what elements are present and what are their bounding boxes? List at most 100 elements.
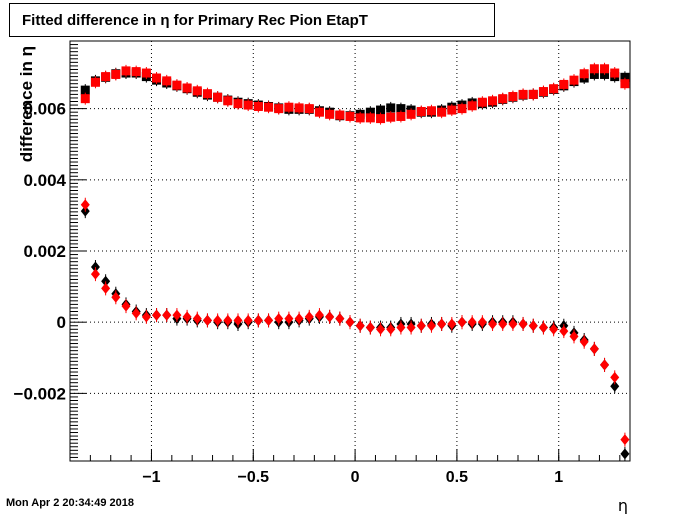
square-marker xyxy=(355,113,365,123)
square-marker xyxy=(396,111,406,121)
diamond-marker xyxy=(610,371,620,383)
square-marker xyxy=(253,101,263,111)
diamond-marker xyxy=(264,314,274,326)
diamond-marker xyxy=(620,448,630,460)
square-marker xyxy=(294,103,304,113)
diamond-marker xyxy=(396,322,406,334)
square-marker xyxy=(111,69,121,79)
square-marker xyxy=(569,75,579,85)
diamond-marker xyxy=(162,309,172,321)
diamond-marker xyxy=(365,322,375,334)
y-tick-label: 0.004 xyxy=(23,171,66,190)
square-marker xyxy=(121,66,131,76)
diamond-marker xyxy=(304,311,314,323)
square-marker xyxy=(101,72,111,82)
diamond-marker xyxy=(355,320,365,332)
diamond-marker xyxy=(141,311,151,323)
diamond-marker xyxy=(467,316,477,328)
square-marker xyxy=(335,110,345,120)
square-marker xyxy=(325,109,335,119)
diamond-marker xyxy=(600,359,610,371)
diamond-marker xyxy=(101,282,111,294)
square-marker xyxy=(559,79,569,89)
diamond-marker xyxy=(447,318,457,330)
diamond-marker xyxy=(477,316,487,328)
diamond-marker xyxy=(202,314,212,326)
diamond-marker xyxy=(253,314,263,326)
square-marker xyxy=(508,92,518,102)
diamond-marker xyxy=(90,261,100,273)
y-tick-label: 0.002 xyxy=(23,242,66,261)
diamond-marker xyxy=(386,323,396,335)
diamond-marker xyxy=(345,316,355,328)
data-markers xyxy=(80,62,630,461)
diamond-marker xyxy=(559,325,569,337)
diamond-marker xyxy=(90,268,100,280)
diamond-marker xyxy=(335,313,345,325)
diamond-marker xyxy=(80,199,90,211)
square-marker xyxy=(549,84,559,94)
y-axis-label: difference in η xyxy=(17,46,36,162)
square-marker xyxy=(406,109,416,119)
square-marker xyxy=(131,67,141,77)
y-tick-label: 0.006 xyxy=(23,100,66,119)
y-tick-label: −0.002 xyxy=(14,384,66,403)
square-marker xyxy=(345,111,355,121)
diamond-marker xyxy=(416,320,426,332)
chart-title: Fitted difference in η for Primary Rec P… xyxy=(22,12,368,29)
square-marker xyxy=(416,106,426,116)
diamond-marker xyxy=(528,320,538,332)
square-marker xyxy=(152,73,162,83)
square-marker xyxy=(488,96,498,106)
square-marker xyxy=(426,106,436,116)
diamond-marker xyxy=(376,323,386,335)
diamond-marker xyxy=(426,320,436,332)
diamond-marker xyxy=(620,434,630,446)
diamond-marker xyxy=(508,318,518,330)
square-marker xyxy=(162,76,172,86)
square-marker xyxy=(610,68,620,78)
square-marker xyxy=(172,80,182,90)
diamond-marker xyxy=(172,309,182,321)
x-tick-label: −0.5 xyxy=(237,469,269,486)
diamond-marker xyxy=(192,313,202,325)
square-marker xyxy=(376,114,386,124)
x-tick-label: 0.5 xyxy=(446,469,468,486)
square-marker xyxy=(365,113,375,123)
square-marker xyxy=(386,112,396,122)
tick-labels: −1 −0.5 0 0.5 1 −0.002 0 0.002 0.004 0.006 xyxy=(14,100,564,486)
square-marker xyxy=(437,107,447,117)
diamond-marker xyxy=(152,309,162,321)
square-marker xyxy=(90,77,100,87)
diamond-marker xyxy=(498,318,508,330)
square-marker xyxy=(304,104,314,114)
square-marker xyxy=(274,104,284,114)
diamond-marker xyxy=(437,318,447,330)
diamond-marker xyxy=(243,314,253,326)
square-marker xyxy=(467,101,477,111)
title-box: Fitted difference in η for Primary Rec P… xyxy=(9,3,495,37)
y-tick-label: 0 xyxy=(57,313,66,332)
square-marker xyxy=(589,64,599,74)
square-marker xyxy=(314,107,324,117)
diamond-marker xyxy=(589,343,599,355)
square-marker xyxy=(538,87,548,97)
square-marker xyxy=(141,68,151,78)
grid-lines xyxy=(70,41,630,461)
diamond-marker xyxy=(101,275,111,287)
diamond-marker xyxy=(223,314,233,326)
diamond-marker xyxy=(406,322,416,334)
diamond-marker xyxy=(213,314,223,326)
x-tick-label: 1 xyxy=(554,469,563,486)
diamond-marker xyxy=(121,300,131,312)
x-axis-label: η xyxy=(618,496,628,514)
square-marker xyxy=(284,102,294,112)
square-marker xyxy=(202,89,212,99)
square-marker xyxy=(264,102,274,112)
square-marker xyxy=(376,105,386,115)
square-marker xyxy=(518,89,528,99)
square-marker xyxy=(620,79,630,89)
x-tick-label: 0 xyxy=(351,469,360,486)
diamond-marker xyxy=(457,316,467,328)
